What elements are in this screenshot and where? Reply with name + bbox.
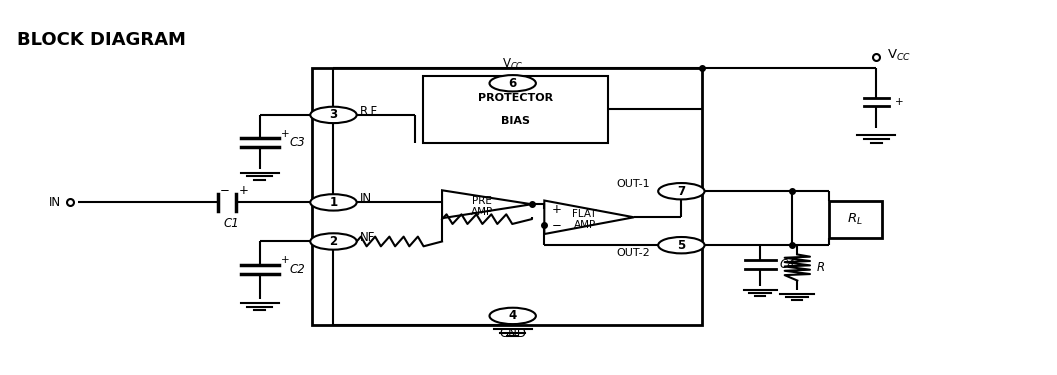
Text: R: R — [816, 261, 824, 274]
Text: PRE: PRE — [472, 195, 493, 206]
Text: FLAT: FLAT — [573, 209, 597, 219]
Text: 5: 5 — [678, 239, 686, 252]
Text: +: + — [281, 255, 290, 265]
Circle shape — [311, 233, 356, 250]
Text: IN: IN — [50, 196, 61, 209]
Text: OUT-1: OUT-1 — [616, 179, 650, 189]
Circle shape — [489, 308, 536, 324]
Circle shape — [311, 107, 356, 123]
Text: NF: NF — [359, 231, 375, 244]
Text: C1: C1 — [223, 217, 239, 230]
Text: C3: C3 — [290, 136, 304, 149]
Text: 7: 7 — [678, 185, 685, 198]
Text: −: − — [220, 184, 229, 197]
Text: IN: IN — [359, 192, 372, 205]
Text: R$_L$: R$_L$ — [848, 211, 864, 227]
Text: GND: GND — [499, 327, 526, 340]
Text: 3: 3 — [330, 108, 337, 122]
Text: V$_{CC}$: V$_{CC}$ — [502, 57, 523, 72]
Text: BIAS: BIAS — [501, 116, 530, 126]
Text: 2: 2 — [330, 235, 337, 248]
Circle shape — [659, 183, 705, 200]
Circle shape — [489, 75, 536, 92]
Text: V$_{CC}$: V$_{CC}$ — [887, 48, 911, 63]
Text: C2: C2 — [290, 263, 304, 276]
Text: PROTECTOR: PROTECTOR — [478, 93, 553, 103]
Text: 6: 6 — [508, 77, 517, 90]
Text: 1: 1 — [330, 196, 337, 209]
Text: AMP: AMP — [574, 220, 596, 230]
Text: −: − — [552, 219, 562, 232]
Text: AMP: AMP — [471, 207, 494, 217]
Text: 4: 4 — [508, 309, 517, 322]
Text: OUT-2: OUT-2 — [616, 248, 650, 258]
Text: R.F.: R.F. — [359, 105, 379, 118]
Text: +: + — [552, 202, 562, 216]
Text: +: + — [239, 184, 248, 197]
Text: BLOCK DIAGRAM: BLOCK DIAGRAM — [17, 31, 186, 49]
Bar — [829, 201, 882, 238]
Circle shape — [659, 237, 705, 254]
Bar — [313, 68, 703, 325]
Circle shape — [311, 194, 356, 211]
Bar — [423, 76, 608, 143]
Text: +: + — [895, 97, 904, 107]
Text: C4: C4 — [779, 258, 795, 271]
Text: +: + — [281, 129, 290, 138]
